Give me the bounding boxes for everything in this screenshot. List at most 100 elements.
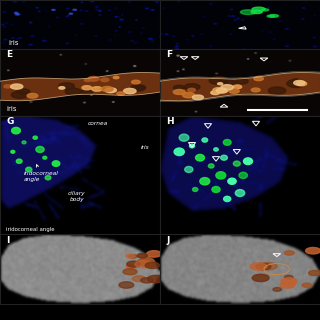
- Circle shape: [232, 16, 235, 17]
- Circle shape: [145, 262, 160, 268]
- Circle shape: [196, 155, 204, 161]
- Circle shape: [113, 76, 119, 79]
- Circle shape: [80, 10, 82, 11]
- Circle shape: [65, 88, 81, 95]
- Circle shape: [214, 23, 217, 24]
- Circle shape: [158, 36, 160, 37]
- Text: iridocorneal angle: iridocorneal angle: [6, 227, 55, 232]
- Circle shape: [213, 88, 226, 93]
- Circle shape: [11, 84, 23, 89]
- Circle shape: [132, 80, 140, 84]
- Circle shape: [254, 11, 256, 12]
- Circle shape: [135, 85, 146, 90]
- Circle shape: [271, 80, 273, 81]
- Circle shape: [84, 102, 85, 103]
- Circle shape: [30, 101, 32, 102]
- Text: G: G: [6, 116, 14, 125]
- Circle shape: [129, 254, 137, 258]
- Circle shape: [81, 2, 83, 3]
- Text: F: F: [166, 50, 172, 59]
- Circle shape: [91, 94, 92, 95]
- Circle shape: [17, 89, 30, 94]
- Circle shape: [16, 159, 22, 163]
- Circle shape: [95, 6, 98, 7]
- Circle shape: [254, 76, 263, 81]
- Circle shape: [135, 261, 152, 268]
- Circle shape: [294, 80, 305, 85]
- Circle shape: [60, 54, 62, 55]
- Circle shape: [43, 156, 47, 159]
- Circle shape: [233, 85, 242, 89]
- Circle shape: [101, 86, 113, 92]
- Circle shape: [214, 148, 218, 151]
- Circle shape: [215, 73, 218, 74]
- Circle shape: [52, 161, 60, 166]
- Circle shape: [177, 55, 179, 56]
- Circle shape: [313, 46, 316, 47]
- Circle shape: [73, 9, 76, 10]
- Circle shape: [279, 20, 281, 21]
- Circle shape: [240, 10, 256, 14]
- Circle shape: [132, 276, 146, 282]
- Circle shape: [216, 88, 228, 93]
- Circle shape: [66, 16, 68, 17]
- Circle shape: [244, 158, 252, 164]
- Circle shape: [140, 260, 156, 267]
- Circle shape: [88, 76, 99, 81]
- Circle shape: [100, 87, 106, 90]
- Circle shape: [205, 96, 206, 97]
- Circle shape: [256, 263, 271, 270]
- Circle shape: [211, 91, 220, 95]
- Circle shape: [202, 138, 208, 142]
- Circle shape: [273, 287, 282, 291]
- Circle shape: [186, 39, 189, 40]
- Circle shape: [11, 150, 15, 153]
- Circle shape: [46, 83, 49, 84]
- Circle shape: [243, 48, 244, 49]
- Circle shape: [29, 44, 32, 45]
- Circle shape: [134, 66, 136, 67]
- Circle shape: [36, 147, 44, 153]
- Text: E: E: [6, 50, 12, 59]
- Circle shape: [220, 155, 228, 160]
- Circle shape: [19, 37, 22, 38]
- Circle shape: [145, 8, 149, 9]
- Circle shape: [208, 164, 214, 168]
- Circle shape: [52, 9, 55, 10]
- Circle shape: [285, 45, 289, 46]
- Circle shape: [212, 187, 220, 192]
- Circle shape: [45, 10, 47, 11]
- Circle shape: [26, 167, 32, 172]
- Circle shape: [114, 35, 116, 36]
- Circle shape: [33, 136, 37, 139]
- Circle shape: [127, 261, 140, 267]
- Circle shape: [4, 39, 7, 40]
- Circle shape: [229, 89, 239, 93]
- Text: I: I: [6, 236, 10, 245]
- Circle shape: [81, 89, 93, 94]
- Circle shape: [69, 13, 73, 14]
- Circle shape: [15, 14, 20, 15]
- Circle shape: [204, 82, 207, 83]
- Circle shape: [296, 82, 307, 86]
- Circle shape: [179, 134, 189, 141]
- Circle shape: [228, 178, 236, 184]
- Circle shape: [59, 83, 75, 90]
- Circle shape: [174, 148, 184, 156]
- Circle shape: [115, 30, 117, 31]
- Circle shape: [235, 189, 245, 196]
- Circle shape: [216, 172, 226, 179]
- Circle shape: [177, 1, 180, 2]
- Circle shape: [241, 19, 244, 20]
- Text: ciliary
body: ciliary body: [68, 191, 86, 202]
- Circle shape: [140, 277, 153, 283]
- Circle shape: [108, 10, 110, 11]
- Circle shape: [120, 19, 123, 20]
- Circle shape: [12, 127, 20, 134]
- Circle shape: [260, 262, 277, 270]
- Circle shape: [126, 265, 135, 269]
- Circle shape: [302, 283, 312, 287]
- Circle shape: [123, 269, 137, 275]
- Circle shape: [224, 196, 231, 202]
- Circle shape: [195, 111, 197, 112]
